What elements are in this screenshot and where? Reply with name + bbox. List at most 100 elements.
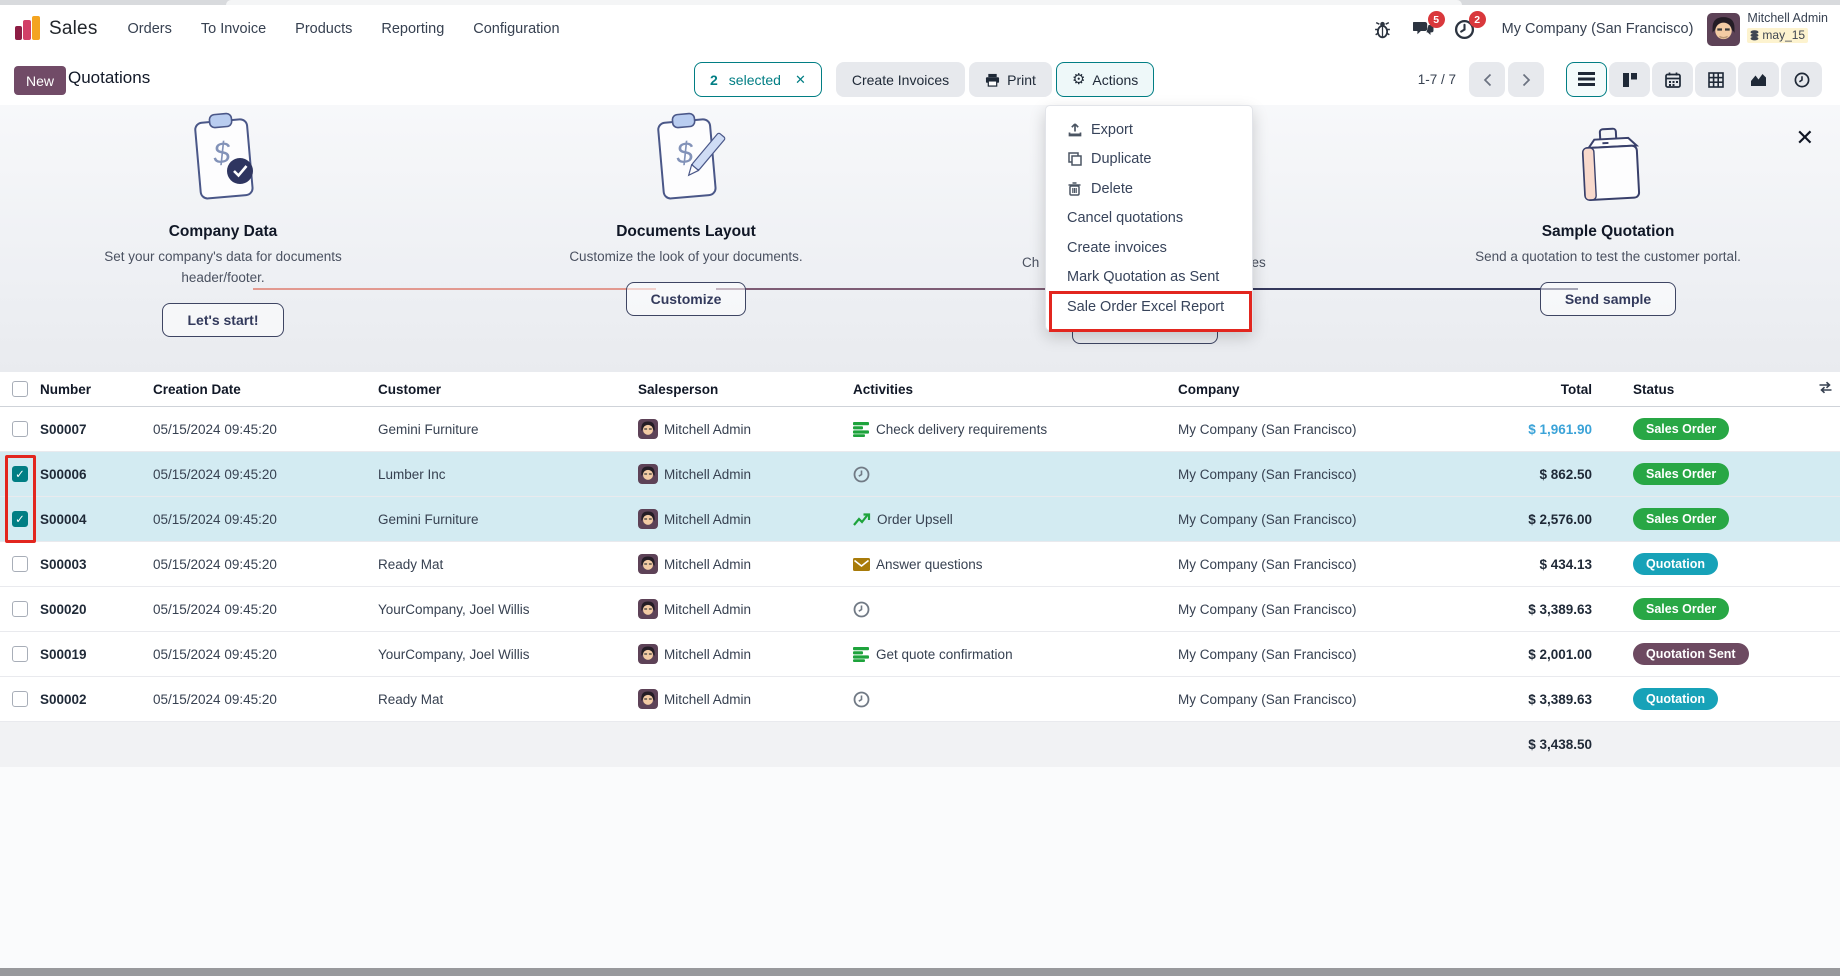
cell-company: My Company (San Francisco): [1178, 601, 1357, 617]
gear-icon: ⚙: [1071, 71, 1086, 88]
header-company[interactable]: Company: [1178, 381, 1240, 397]
onboarding-step-sample-quotation: Sample Quotation Send a quotation to tes…: [1448, 105, 1768, 316]
list-footer-row: $ 3,438.50: [0, 722, 1840, 767]
header-status[interactable]: Status: [1633, 381, 1675, 397]
user-name: Mitchell Admin: [1747, 11, 1828, 26]
cell-activity[interactable]: Check delivery requirements: [853, 421, 1178, 437]
bug-icon[interactable]: [1371, 17, 1395, 41]
status-badge: Sales Order: [1633, 598, 1730, 620]
menu-cancel-quotations[interactable]: Cancel quotations: [1067, 210, 1184, 227]
header-salesperson[interactable]: Salesperson: [638, 381, 719, 397]
clock-icon: [853, 601, 870, 617]
step-connector-2: [716, 288, 1116, 290]
optional-columns-icon[interactable]: [1818, 380, 1833, 398]
send-sample-button[interactable]: Send sample: [1539, 281, 1677, 316]
cell-activity[interactable]: [853, 691, 1178, 708]
clear-selection-icon[interactable]: ✕: [794, 71, 806, 87]
cell-activity[interactable]: Get quote confirmation: [853, 646, 1178, 662]
cell-activity[interactable]: [853, 601, 1178, 618]
printer-icon: [986, 73, 1000, 87]
table-row[interactable]: S00002 05/15/2024 09:45:20 Ready Mat Mit…: [0, 677, 1840, 722]
header-creation-date[interactable]: Creation Date: [153, 381, 241, 397]
create-invoices-button[interactable]: Create Invoices: [835, 62, 966, 97]
row-checkbox[interactable]: [12, 556, 28, 572]
copy-icon: [1067, 152, 1082, 167]
header-total[interactable]: Total: [1560, 381, 1592, 397]
table-row[interactable]: S00007 05/15/2024 09:45:20 Gemini Furnit…: [0, 407, 1840, 452]
trash-icon: [1067, 181, 1082, 196]
list-check-icon: [853, 646, 869, 662]
activities-clock-icon[interactable]: 2: [1453, 11, 1486, 41]
step-connector-3: [1178, 288, 1578, 290]
app-name[interactable]: Sales: [49, 18, 98, 39]
selection-badge[interactable]: 2 selected ✕: [694, 62, 822, 97]
print-button[interactable]: Print: [969, 62, 1052, 97]
view-list-button[interactable]: [1566, 62, 1607, 97]
cell-creation-date: 05/15/2024 09:45:20: [153, 691, 277, 707]
cell-total: $ 3,389.63: [1528, 691, 1592, 707]
table-row[interactable]: ✓ S00006 05/15/2024 09:45:20 Lumber Inc …: [0, 452, 1840, 497]
user-menu[interactable]: Mitchell Admin may_15: [1747, 11, 1828, 47]
pager-previous-button[interactable]: [1469, 62, 1505, 97]
menu-delete[interactable]: Delete: [1046, 174, 1252, 204]
row-checkbox-checked[interactable]: ✓: [12, 466, 28, 482]
view-calendar-button[interactable]: [1652, 62, 1693, 97]
view-pivot-button[interactable]: [1695, 62, 1736, 97]
cell-number: S00006: [40, 466, 87, 482]
menu-to-invoice[interactable]: To Invoice: [200, 21, 267, 37]
table-row[interactable]: S00020 05/15/2024 09:45:20 YourCompany, …: [0, 587, 1840, 632]
cell-activity[interactable]: Order Upsell: [853, 512, 1178, 527]
cell-salesperson: Mitchell Admin: [638, 644, 853, 664]
table-row[interactable]: S00003 05/15/2024 09:45:20 Ready Mat Mit…: [0, 542, 1840, 587]
header-activities[interactable]: Activities: [853, 381, 914, 397]
salesperson-avatar: [638, 554, 658, 574]
company-switcher[interactable]: My Company (San Francisco): [1501, 21, 1694, 37]
cell-creation-date: 05/15/2024 09:45:20: [153, 511, 277, 527]
user-avatar[interactable]: [1707, 12, 1741, 46]
cell-activity[interactable]: [853, 466, 1178, 483]
table-row[interactable]: S00019 05/15/2024 09:45:20 YourCompany, …: [0, 632, 1840, 677]
cell-activity[interactable]: Answer questions: [853, 557, 1178, 572]
select-all-checkbox[interactable]: [12, 381, 28, 397]
actions-button[interactable]: ⚙ Actions: [1055, 62, 1155, 97]
messages-icon[interactable]: 5: [1412, 11, 1445, 41]
pager-next-button[interactable]: [1508, 62, 1544, 97]
cell-company: My Company (San Francisco): [1178, 421, 1357, 437]
view-graph-button[interactable]: [1738, 62, 1779, 97]
menu-configuration[interactable]: Configuration: [473, 21, 560, 37]
header-number[interactable]: Number: [40, 381, 92, 397]
bottom-edge: [0, 968, 1840, 976]
control-panel: New Quotations 2 selected ✕ Create Invoi…: [0, 53, 1840, 105]
table-row[interactable]: ✓ S00004 05/15/2024 09:45:20 Gemini Furn…: [0, 497, 1840, 542]
row-checkbox[interactable]: [12, 646, 28, 662]
menu-orders[interactable]: Orders: [127, 21, 172, 37]
menu-mark-quotation-as-sent[interactable]: Mark Quotation as Sent: [1067, 269, 1220, 286]
menu-reporting[interactable]: Reporting: [381, 21, 445, 37]
menu-export[interactable]: Export: [1046, 115, 1252, 145]
close-banner-icon[interactable]: ✕: [1795, 125, 1814, 150]
row-checkbox[interactable]: [12, 691, 28, 707]
cell-company: My Company (San Francisco): [1178, 466, 1357, 482]
row-checkbox[interactable]: [12, 601, 28, 617]
header-customer[interactable]: Customer: [378, 381, 442, 397]
cell-total: $ 3,389.63: [1528, 601, 1592, 617]
menu-products[interactable]: Products: [295, 21, 353, 37]
view-activity-button[interactable]: [1781, 62, 1822, 97]
lets-start-button[interactable]: Let's start!: [162, 302, 284, 337]
cell-creation-date: 05/15/2024 09:45:20: [153, 601, 277, 617]
status-badge: Sales Order: [1633, 508, 1730, 530]
row-checkbox[interactable]: [12, 421, 28, 437]
customize-button[interactable]: Customize: [625, 281, 747, 316]
menu-duplicate[interactable]: Duplicate: [1046, 145, 1252, 175]
row-checkbox-checked[interactable]: ✓: [12, 511, 28, 527]
new-button[interactable]: New: [14, 66, 67, 95]
odoo-sales-logo-icon[interactable]: [14, 16, 40, 42]
salesperson-avatar: [638, 464, 658, 484]
menu-create-invoices[interactable]: Create invoices: [1067, 239, 1167, 256]
menu-sale-order-excel-report[interactable]: Sale Order Excel Report: [1067, 298, 1225, 315]
top-navbar: Sales Orders To Invoice Products Reporti…: [0, 5, 1840, 53]
onboarding-banner: $ Company Data Set your company's data f…: [0, 105, 1840, 372]
view-kanban-button[interactable]: [1609, 62, 1650, 97]
breadcrumb[interactable]: Quotations: [68, 68, 151, 87]
cell-creation-date: 05/15/2024 09:45:20: [153, 646, 277, 662]
